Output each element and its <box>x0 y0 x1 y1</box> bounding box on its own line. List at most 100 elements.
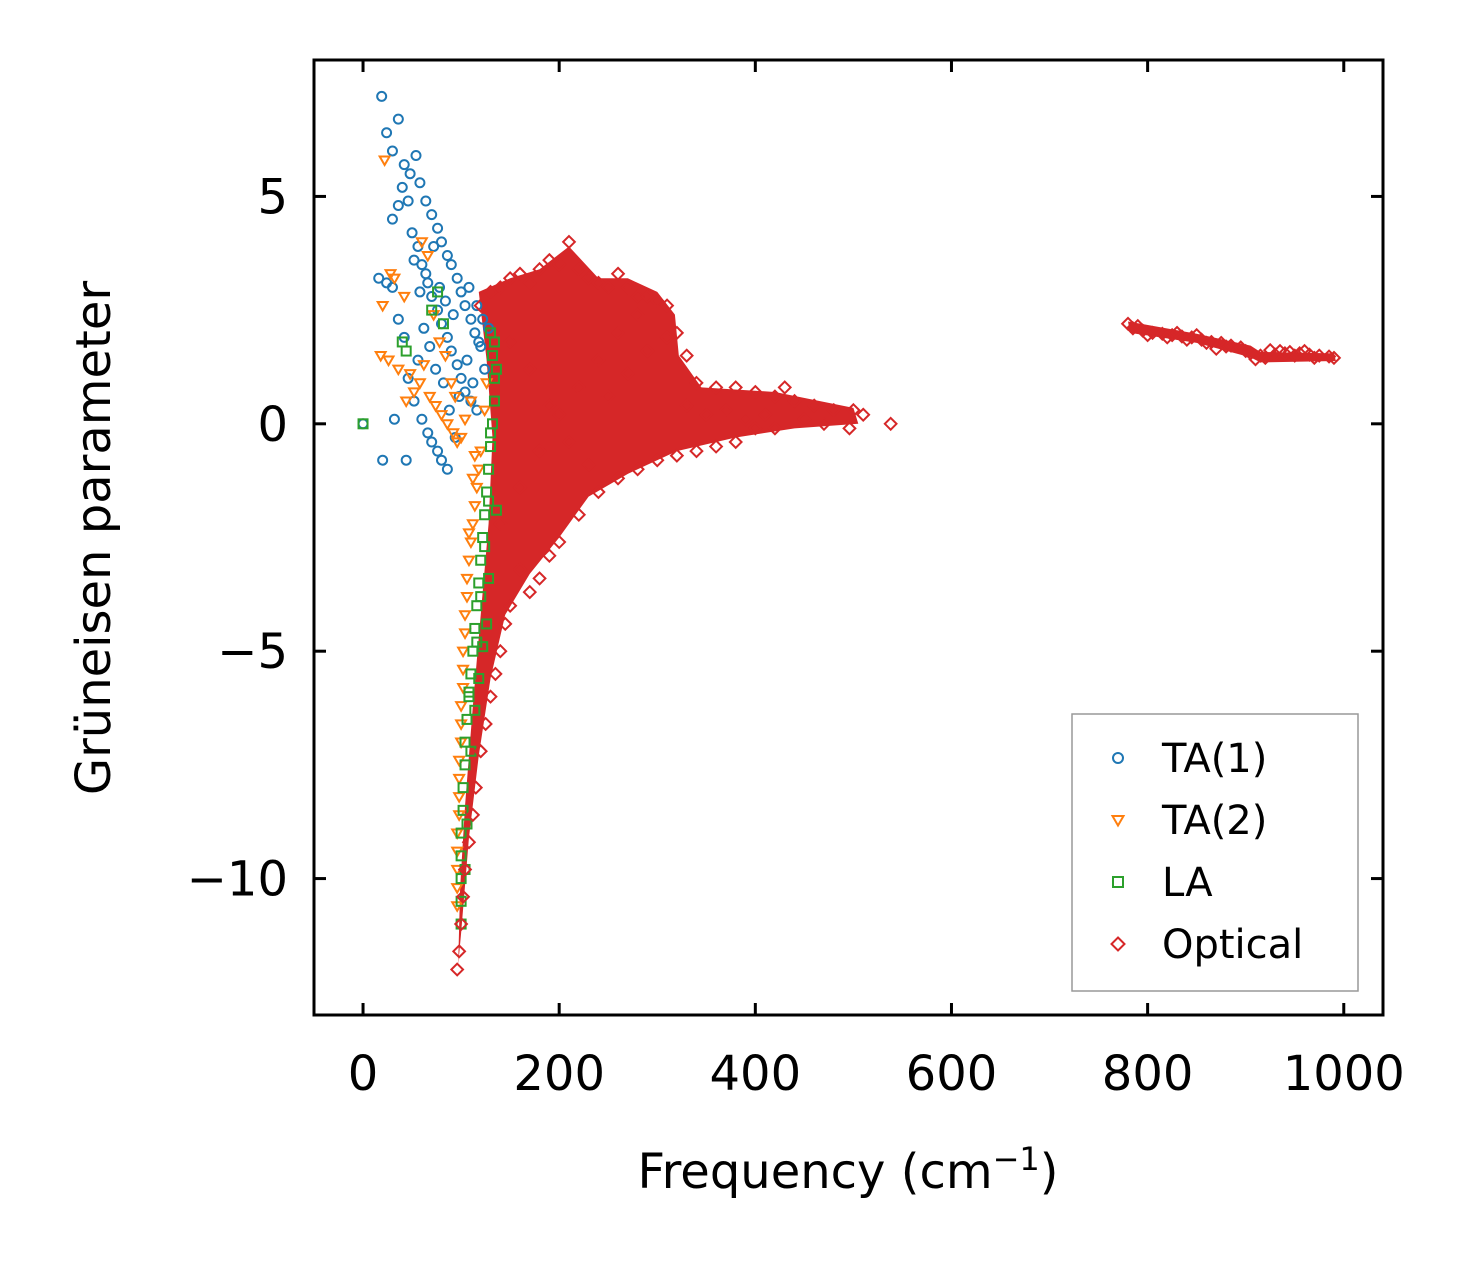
data-point <box>474 446 488 459</box>
data-point <box>468 451 482 463</box>
data-point <box>640 343 655 359</box>
data-point <box>502 334 518 350</box>
data-point <box>387 273 402 286</box>
data-point <box>471 300 483 312</box>
data-point <box>502 271 518 286</box>
data-point <box>493 643 508 659</box>
data-point <box>463 281 475 293</box>
data-point <box>551 257 567 272</box>
data-point <box>430 363 442 375</box>
data-point <box>483 689 498 704</box>
data-point <box>532 443 547 459</box>
y-axis: −10 −5 0 5 <box>187 169 1383 908</box>
data-point <box>397 291 411 304</box>
data-point <box>472 464 486 477</box>
data-point <box>445 259 457 271</box>
data-point <box>610 266 626 282</box>
data-point <box>600 280 616 295</box>
data-point <box>457 782 469 794</box>
data-point <box>846 402 861 418</box>
data-point <box>403 369 417 381</box>
legend-item: TA(2) <box>1110 798 1267 844</box>
data-point <box>669 325 685 341</box>
data-point <box>748 421 763 436</box>
data-point <box>451 359 463 371</box>
data-point <box>396 181 408 193</box>
data-point <box>1159 330 1175 345</box>
legend-box <box>1071 713 1359 992</box>
data-point <box>483 572 495 584</box>
data-point <box>407 387 421 399</box>
data-point <box>806 398 822 413</box>
legend-label: TA(2) <box>1161 798 1267 844</box>
data-point <box>459 759 471 771</box>
data-point <box>757 407 773 422</box>
data-point <box>414 286 426 298</box>
legend-marker <box>1110 936 1126 952</box>
data-point <box>432 222 444 234</box>
x-tick-label: 0 <box>348 1046 379 1102</box>
x-tick-label: 200 <box>513 1046 605 1102</box>
data-point <box>1179 332 1195 347</box>
data-point <box>466 519 480 531</box>
x-tick-label: 400 <box>710 1046 802 1102</box>
data-point <box>469 704 481 716</box>
data-point <box>532 571 547 586</box>
data-point <box>630 462 645 477</box>
data-point <box>475 554 487 566</box>
data-point <box>659 298 675 313</box>
data-point <box>469 327 481 339</box>
data-point <box>432 337 447 349</box>
data-point <box>399 396 413 409</box>
data-point <box>1321 349 1337 364</box>
data-point <box>428 401 443 413</box>
data-point <box>465 807 481 823</box>
data-point <box>388 413 400 425</box>
data-point <box>842 421 857 436</box>
data-point <box>1218 339 1234 354</box>
data-point <box>512 266 528 282</box>
data-point <box>444 378 458 390</box>
data-point <box>477 313 489 325</box>
data-point <box>473 336 485 348</box>
data-point <box>551 407 567 422</box>
data-point <box>468 501 482 513</box>
data-point <box>423 391 437 404</box>
data-point <box>522 584 538 600</box>
data-point <box>432 286 444 298</box>
data-point <box>630 289 645 304</box>
data-point <box>689 375 704 391</box>
data-point <box>522 275 538 291</box>
x-axis: 0 200 400 600 800 1000 <box>348 60 1405 1102</box>
data-point <box>400 454 412 466</box>
data-point <box>441 250 453 262</box>
data-point <box>458 610 472 622</box>
legend-label: TA(1) <box>1161 736 1267 782</box>
data-point <box>468 780 484 795</box>
legend-label: Optical <box>1162 922 1303 968</box>
data-point <box>649 452 665 468</box>
data-point <box>473 298 488 313</box>
legend-item: LA <box>1112 860 1213 906</box>
legend: TA(1) TA(2) LA Optical <box>1071 713 1359 992</box>
data-point <box>440 419 455 431</box>
data-point <box>493 280 508 295</box>
data-point <box>447 309 459 321</box>
data-point <box>669 448 685 463</box>
data-point <box>485 427 497 439</box>
data-point <box>610 471 626 486</box>
data-point <box>392 200 404 212</box>
data-point <box>455 827 467 839</box>
data-point <box>493 516 508 532</box>
data-point <box>375 300 390 313</box>
data-point <box>490 504 502 516</box>
data-point <box>386 281 398 293</box>
data-point <box>377 454 389 466</box>
data-point <box>449 962 465 977</box>
data-point <box>426 304 438 316</box>
legend-item: Optical <box>1110 922 1303 968</box>
data-point <box>479 541 491 553</box>
data-point <box>479 509 491 521</box>
data-point <box>422 427 434 439</box>
data-point <box>591 275 606 291</box>
